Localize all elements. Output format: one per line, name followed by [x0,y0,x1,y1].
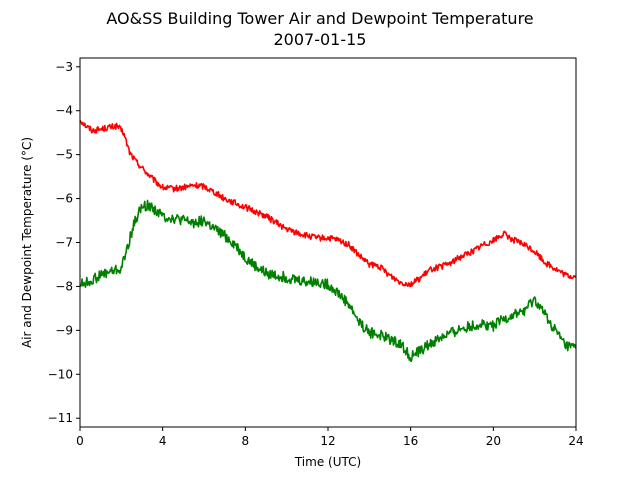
x-tick-label: 8 [242,434,250,448]
y-axis-label: Air and Dewpoint Temperature (°C) [20,137,34,348]
y-tick-label: −5 [55,148,73,162]
x-tick-label: 4 [159,434,167,448]
y-tick-label: −9 [55,323,73,337]
y-tick-label: −8 [55,279,73,293]
x-tick-label: 16 [403,434,418,448]
chart-subtitle: 2007-01-15 [274,30,367,49]
y-tick-label: −7 [55,236,73,250]
series-line-2 [79,199,577,362]
y-tick-label: −10 [48,367,73,381]
y-tick-label: −6 [55,192,73,206]
chart-title: AO&SS Building Tower Air and Dewpoint Te… [106,9,533,28]
y-tick-label: −4 [55,104,73,118]
tick-layer: 0 4 8 12 16 20 24 −11 −10 −9 −8 −7 −6 −5 −4 −3 [48,60,584,448]
x-axis-label: Time (UTC) [294,455,361,469]
x-tick-label: 0 [76,434,84,448]
series-line-1 [79,119,577,288]
y-tick-label: −3 [55,60,73,74]
y-tick-label: −11 [48,411,73,425]
x-tick-label: 24 [568,434,583,448]
series-layer [79,119,577,362]
plot-frame [79,57,577,428]
x-tick-label: 12 [320,434,335,448]
x-tick-label: 20 [486,434,501,448]
